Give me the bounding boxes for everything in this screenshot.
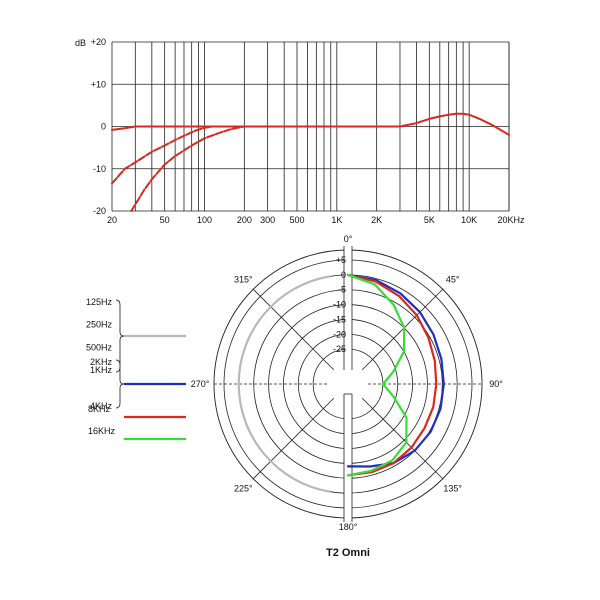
polar-series-line bbox=[237, 275, 331, 493]
polar-r-ticks: +5 0 -5 -10 -15 -20 -25 bbox=[333, 255, 346, 354]
polar-angle-labels: 0° 45° 90° 135° 180° 225° 270° 315° bbox=[191, 234, 504, 532]
fr-y-tick-label: -10 bbox=[93, 164, 106, 174]
fr-x-tick-label: 300 bbox=[260, 215, 275, 225]
fr-y-tick-label: 0 bbox=[101, 122, 106, 132]
fr-y-unit-label: dB bbox=[75, 38, 86, 48]
fr-x-tick-label: 1K bbox=[331, 215, 342, 225]
fr-x-tick-label: 20KHz bbox=[497, 215, 525, 225]
polar-center-gap bbox=[342, 246, 354, 522]
legend-label: 1KHz bbox=[90, 365, 113, 375]
legend-label: 16KHz bbox=[88, 426, 116, 436]
polar-angle-label: 315° bbox=[234, 274, 253, 284]
polar-angle-label: 270° bbox=[191, 379, 210, 389]
legend-brace bbox=[115, 299, 125, 373]
fr-series-line bbox=[130, 125, 269, 212]
polar-angle-label: 0° bbox=[344, 234, 353, 244]
frequency-response-chart: dB +20 +10 0 -10 -20 20 50 100 200 300 500 1K 2K 5K 1… bbox=[75, 37, 525, 225]
polar-angle-label: 135° bbox=[443, 484, 462, 494]
polar-angle-label: 90° bbox=[489, 379, 503, 389]
fr-y-tick-label: +20 bbox=[91, 37, 106, 47]
polar-spokes bbox=[214, 288, 482, 480]
legend-label: 500Hz bbox=[86, 342, 113, 352]
fr-series-line bbox=[111, 112, 510, 136]
polar-r-tick-label: -15 bbox=[333, 314, 346, 324]
fr-y-tick-label: -20 bbox=[93, 206, 106, 216]
legend-label: 4KHz bbox=[90, 401, 113, 411]
polar-series bbox=[237, 273, 445, 493]
legend-label: 125Hz bbox=[86, 297, 113, 307]
fr-series-line bbox=[111, 125, 269, 185]
polar-r-tick-label: +5 bbox=[336, 255, 346, 265]
fr-x-tick-label: 50 bbox=[160, 215, 170, 225]
polar-r-tick-label: -10 bbox=[333, 300, 346, 310]
fr-x-tick-label: 2K bbox=[371, 215, 382, 225]
fr-x-tick-label: 10K bbox=[461, 215, 477, 225]
polar-r-tick-label: -20 bbox=[333, 329, 346, 339]
polar-pattern-chart: +5 0 -5 -10 -15 -20 -25 0° 45° 90° 135° 180° 225° 27… bbox=[86, 234, 503, 559]
fr-y-ticks: +20 +10 0 -10 -20 bbox=[91, 37, 106, 216]
fr-x-tick-label: 500 bbox=[289, 215, 304, 225]
polar-angle-label: 45° bbox=[446, 274, 460, 284]
polar-r-tick-label: -5 bbox=[338, 285, 346, 295]
fr-x-tick-label: 200 bbox=[237, 215, 252, 225]
legend-label: 8KHz bbox=[88, 404, 111, 414]
legend-label: 2KHz bbox=[90, 357, 113, 367]
polar-series-line bbox=[346, 273, 408, 477]
polar-r-tick-label: 0 bbox=[341, 270, 346, 280]
polar-angle-label: 225° bbox=[234, 484, 253, 494]
fr-series bbox=[111, 112, 510, 212]
polar-caption: T2 Omni bbox=[326, 547, 370, 559]
polar-angle-label: 180° bbox=[339, 522, 358, 532]
legend-label: 250Hz bbox=[86, 320, 113, 330]
fr-x-tick-label: 20 bbox=[107, 215, 117, 225]
polar-axis-gap bbox=[342, 374, 354, 394]
polar-series-line bbox=[346, 273, 438, 477]
polar-spoke bbox=[252, 397, 335, 480]
fr-x-ticks: 20 50 100 200 300 500 1K 2K 5K 10K 20KHz bbox=[107, 215, 525, 225]
polar-spoke bbox=[361, 288, 444, 371]
legend-brace bbox=[115, 359, 125, 409]
fr-x-tick-label: 5K bbox=[424, 215, 435, 225]
polar-spoke bbox=[252, 288, 335, 371]
fr-x-tick-label: 100 bbox=[197, 215, 212, 225]
polar-r-tick-label: -25 bbox=[333, 344, 346, 354]
fr-y-tick-label: +10 bbox=[91, 79, 106, 89]
polar-spoke bbox=[361, 397, 444, 480]
